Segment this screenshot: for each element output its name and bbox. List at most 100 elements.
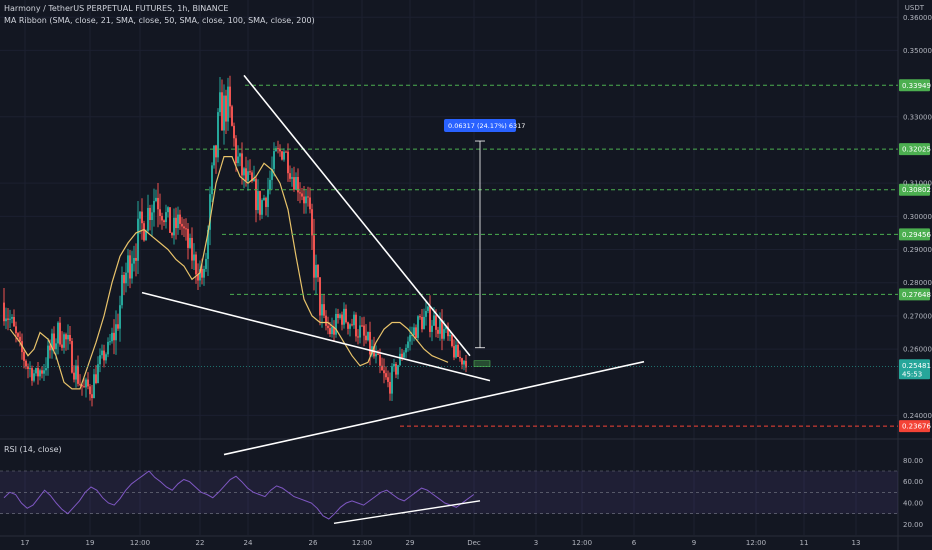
- candle-body: [129, 255, 131, 279]
- candle-body: [35, 368, 37, 374]
- candle-body: [5, 318, 7, 322]
- candle-body: [169, 207, 171, 233]
- candle-body: [351, 324, 353, 326]
- time-axis-label: 12:00: [746, 539, 766, 547]
- candle-body: [167, 207, 169, 213]
- candle-body: [415, 327, 417, 338]
- rsi-axis-label: 20.00: [903, 521, 923, 529]
- time-axis-label: Dec: [467, 539, 481, 547]
- candle-body: [359, 325, 361, 338]
- candle-body: [189, 237, 191, 248]
- time-axis-label: 29: [406, 539, 415, 547]
- candle-body: [211, 165, 213, 195]
- candle-body: [239, 153, 241, 157]
- level-tag: [899, 228, 930, 241]
- candle-body: [181, 223, 183, 227]
- candle-body: [225, 95, 227, 122]
- currency-label: USDT: [904, 4, 924, 12]
- candle-body: [163, 220, 165, 223]
- candle-body: [137, 218, 139, 261]
- candle-body: [293, 177, 295, 190]
- candle-body: [85, 379, 87, 388]
- candle-body: [459, 356, 461, 359]
- rsi-band: [0, 471, 898, 514]
- candle-body: [443, 329, 445, 339]
- candle-body: [77, 365, 79, 384]
- candle-body: [49, 345, 51, 351]
- candle-body: [111, 332, 113, 342]
- candle-body: [369, 331, 371, 355]
- candle-body: [413, 327, 415, 336]
- candle-body: [379, 354, 381, 366]
- position-box: [473, 360, 491, 367]
- time-axis-label: 9: [692, 539, 696, 547]
- candle-body: [41, 370, 43, 374]
- candle-body: [389, 381, 391, 394]
- candle-body: [311, 209, 313, 236]
- candle-body: [145, 230, 147, 241]
- candle-body: [337, 314, 339, 318]
- candle-body: [309, 197, 311, 210]
- candle-body: [115, 324, 117, 341]
- candle-body: [291, 177, 293, 179]
- candle-body: [283, 151, 285, 160]
- countdown-label: 45:53: [902, 370, 922, 378]
- candle-body: [255, 178, 257, 211]
- candle-body: [139, 211, 141, 219]
- candle-body: [375, 353, 377, 357]
- price-axis-label: 0.27000: [903, 312, 932, 320]
- time-axis-label: 6: [632, 539, 637, 547]
- candle-body: [161, 215, 163, 221]
- candle-body: [205, 258, 207, 269]
- rsi-axis-label: 80.00: [903, 457, 923, 465]
- candle-body: [343, 308, 345, 325]
- candle-body: [273, 151, 275, 169]
- candle-body: [299, 192, 301, 194]
- candle-body: [75, 365, 77, 380]
- candle-body: [447, 326, 449, 337]
- candle-body: [105, 354, 107, 361]
- candle-body: [453, 346, 455, 358]
- candle-body: [241, 153, 243, 176]
- candle-body: [455, 344, 457, 358]
- candle-body: [113, 332, 115, 341]
- candle-body: [465, 360, 467, 368]
- symbol-title: Harmony / TetherUS PERPETUAL FUTURES, 1h…: [4, 4, 229, 13]
- time-axis-label: 26: [309, 539, 318, 547]
- candle-body: [61, 344, 63, 348]
- price-axis-label: 0.28000: [903, 279, 932, 287]
- candle-body: [143, 223, 145, 241]
- candle-body: [97, 364, 99, 384]
- candle-body: [331, 326, 333, 335]
- candle-body: [135, 257, 137, 261]
- candle-body: [357, 336, 359, 338]
- candle-body: [317, 264, 319, 278]
- candle-body: [191, 237, 193, 261]
- candle-body: [445, 326, 447, 330]
- time-axis-label: 19: [86, 539, 95, 547]
- candle-body: [31, 368, 33, 381]
- candle-body: [397, 365, 399, 375]
- candle-body: [347, 322, 349, 329]
- candle-body: [249, 171, 251, 173]
- rsi-axis-label: 40.00: [903, 500, 923, 508]
- level-label: 0.33949: [902, 82, 931, 90]
- candle-body: [159, 209, 161, 216]
- candle-body: [451, 334, 453, 347]
- candle-body: [193, 254, 195, 261]
- candle-body: [399, 353, 401, 366]
- candle-body: [303, 196, 305, 204]
- trendline: [223, 360, 645, 456]
- candle-body: [79, 383, 81, 385]
- candle-body: [429, 306, 431, 332]
- candle-body: [383, 370, 385, 374]
- candle-body: [259, 191, 261, 215]
- candle-body: [313, 235, 315, 278]
- candle-body: [101, 350, 103, 356]
- candle-body: [103, 350, 105, 361]
- candle-body: [319, 277, 321, 316]
- candle-body: [233, 125, 235, 139]
- level-label: 0.30802: [902, 186, 931, 194]
